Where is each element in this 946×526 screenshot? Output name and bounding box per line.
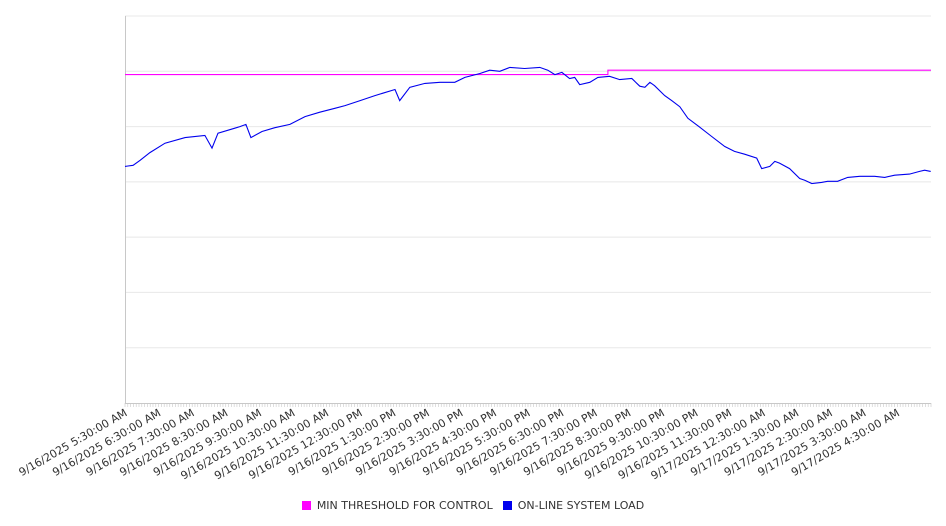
legend-label-load: ON-LINE SYSTEM LOAD [517,499,645,512]
legend-swatch-load [502,501,512,510]
legend-item-load[interactable]: ON-LINE SYSTEM LOAD [502,499,645,512]
x-tick-labels: 9/16/2025 5:30:00 AM9/16/2025 6:30:00 AM… [17,406,902,482]
axes [124,16,932,407]
gridlines [125,15,931,349]
threshold-line [125,69,931,76]
legend-item-threshold[interactable]: MIN THRESHOLD FOR CONTROL [301,499,493,512]
system-load-line [124,66,931,185]
legend-swatch-threshold [301,501,311,510]
series-lines [124,66,931,185]
legend: MIN THRESHOLD FOR CONTROL ON-LINE SYSTEM… [0,499,946,512]
legend-label-threshold: MIN THRESHOLD FOR CONTROL [316,499,493,512]
